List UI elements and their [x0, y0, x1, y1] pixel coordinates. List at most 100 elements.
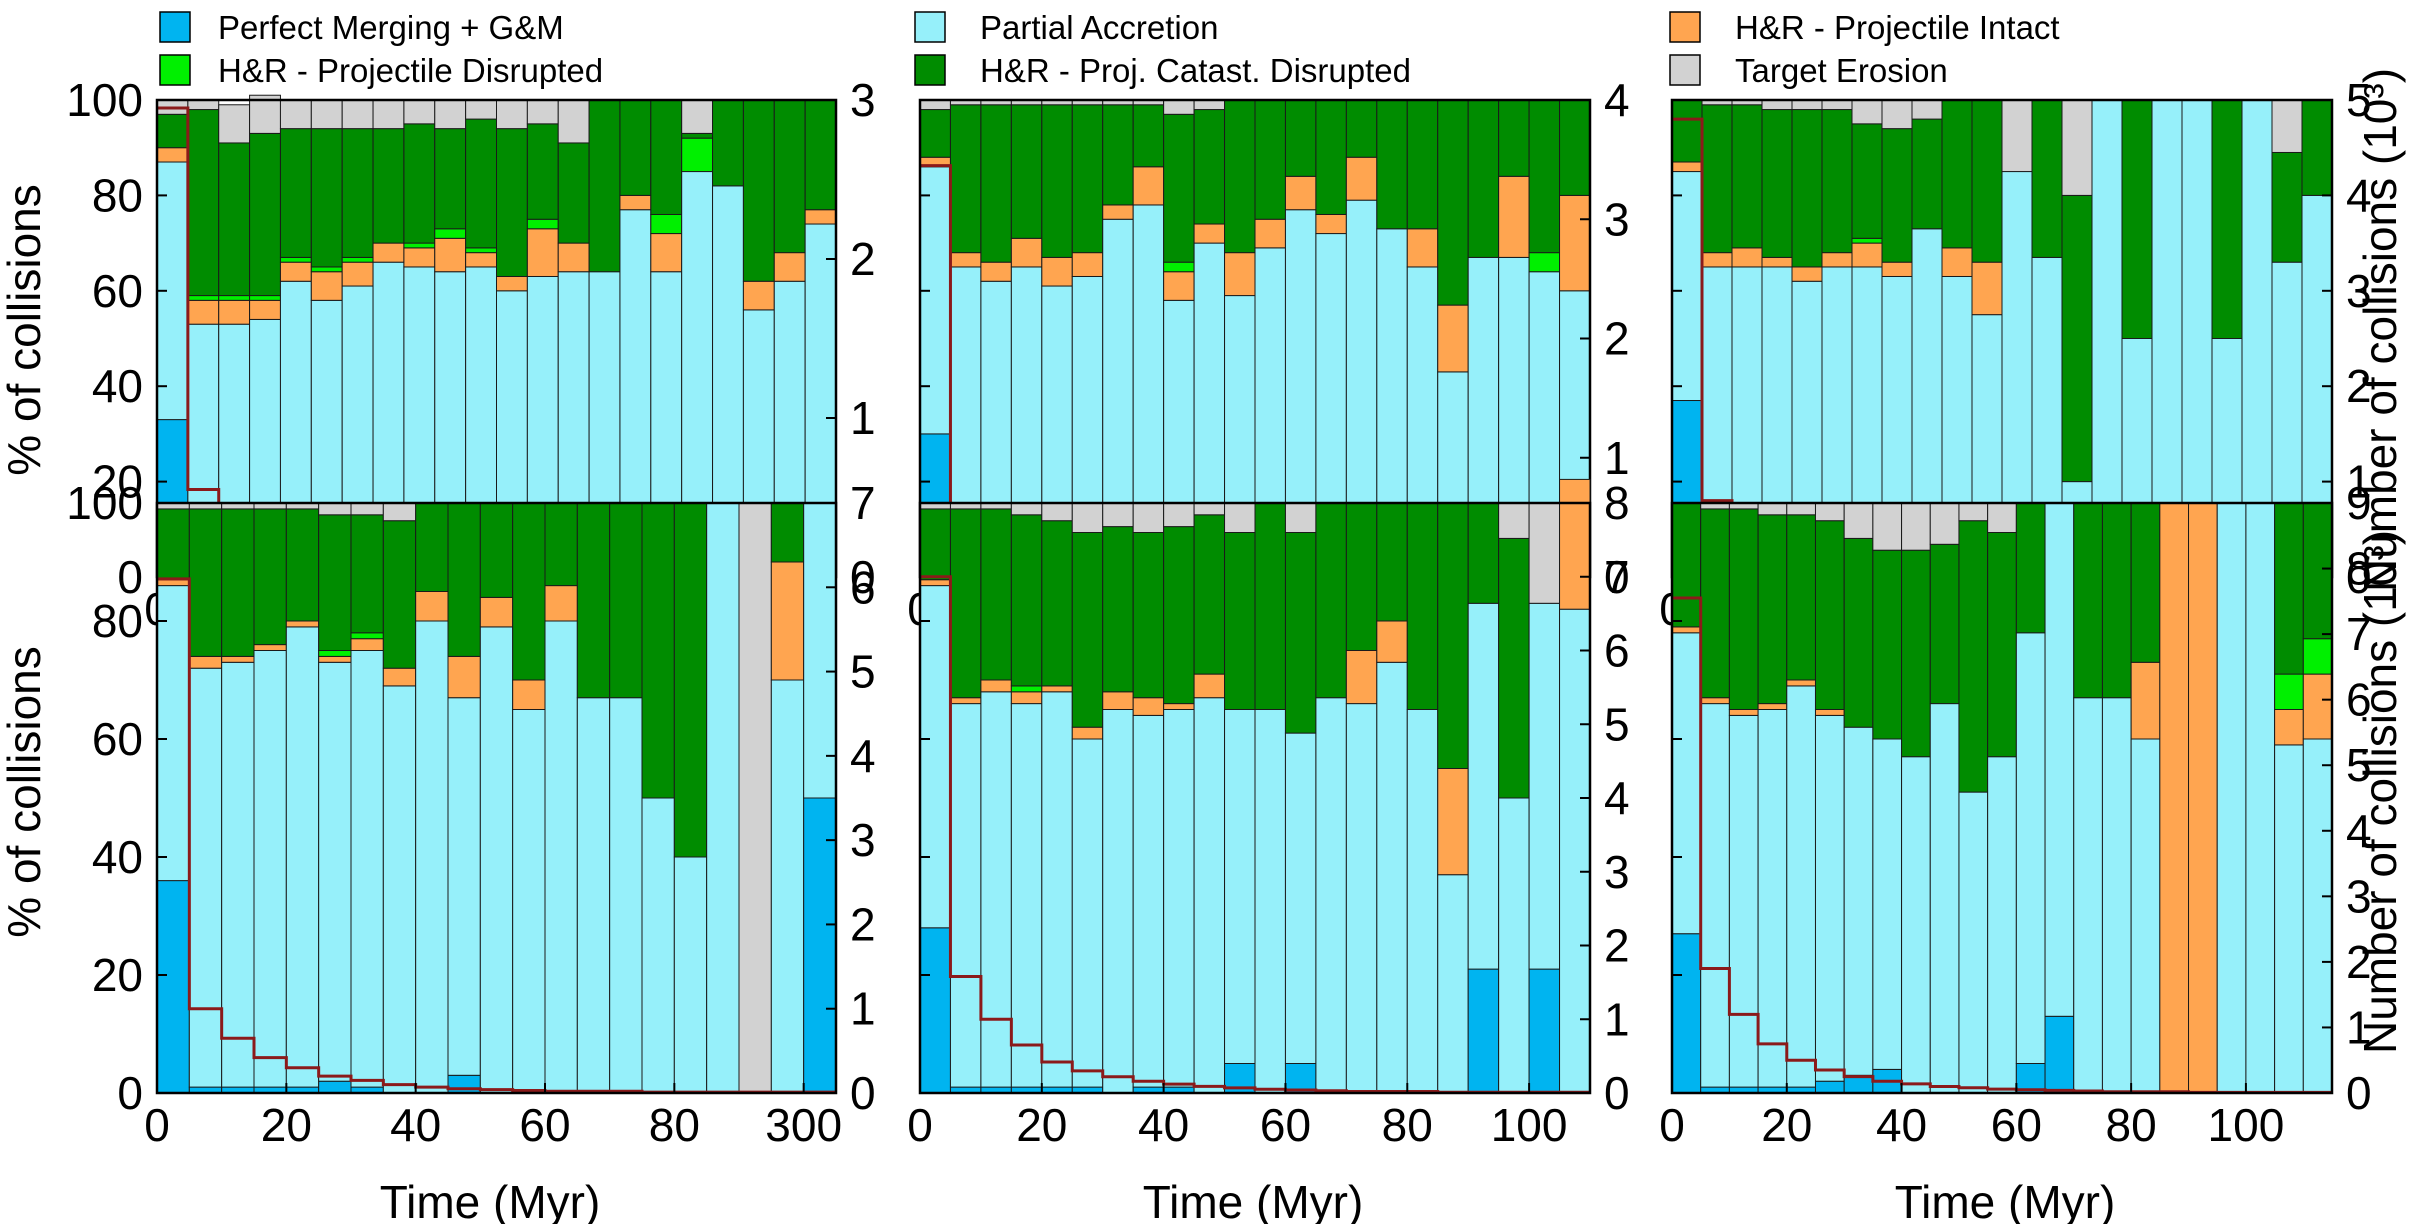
y2-tick-label: 6 — [1604, 625, 1630, 677]
bar-segment-te — [681, 99, 714, 134]
bar-segment-hri — [1851, 242, 1883, 268]
y2-tick-label: 0 — [2346, 551, 2372, 603]
bar-segment-pa — [1437, 874, 1469, 1094]
bar-segment-hrc — [1881, 128, 1913, 263]
bar-segment-hri — [496, 275, 528, 292]
y-tick-label: 60 — [92, 265, 143, 317]
y-tick-label: 100 — [66, 74, 143, 126]
x-tick-label: 20 — [261, 1099, 312, 1151]
bar-segment-te — [1757, 502, 1788, 516]
bar-segment-pa — [2073, 697, 2103, 1094]
bar-segment-hrd — [249, 295, 281, 301]
bar-segment-hrc — [279, 128, 312, 258]
bar-segment-hrc — [496, 128, 528, 277]
bar-segment-hrc — [576, 502, 611, 699]
bar-segment-hrc — [2073, 502, 2103, 699]
bar-segment-te — [465, 99, 498, 120]
bar-segment-hrc — [221, 508, 255, 657]
bar-segment-pa — [1700, 703, 1730, 1088]
bar-segment-pm — [919, 927, 951, 1094]
bar-segment-hrc — [949, 104, 982, 254]
bar-segment-hrc — [372, 128, 405, 244]
x-tick-label: 300 — [765, 1099, 842, 1151]
bar-segment-hrc — [1700, 508, 1730, 699]
bar-segment-hrd — [465, 247, 498, 254]
bar-segment-hri — [804, 209, 837, 225]
bar-segment-hrc — [1671, 502, 1702, 628]
bar-segment-hrc — [1163, 113, 1195, 263]
bar-segment-hrd — [218, 295, 251, 301]
y-tick-label: 100 — [66, 477, 143, 529]
bar-segment-hrc — [1498, 537, 1530, 799]
bar-segment-hri — [650, 233, 683, 273]
y-tick-label: 40 — [92, 831, 143, 883]
bar-segment-hri — [318, 655, 352, 663]
bar-segment-pa — [1528, 602, 1561, 970]
bar-segment-te — [1929, 502, 1960, 545]
bar-segment-hri — [1071, 726, 1104, 740]
bar-segment-pm — [1671, 933, 1702, 1094]
y2-tick-label: 4 — [1604, 772, 1630, 824]
bar-segment-hri — [2274, 709, 2304, 746]
bar-segment-hri — [980, 679, 1012, 693]
bar-segment-pa — [949, 703, 982, 1088]
bar-segment-te — [2271, 99, 2303, 153]
y2-tick-label: 2 — [2346, 360, 2372, 412]
bar-segment-hri — [544, 585, 578, 622]
legend-item-hr-projectile-disrupted: H&R - Projectile Disrupted — [159, 52, 603, 89]
bar-segment-hri — [1345, 156, 1378, 201]
bar-segment-te — [341, 99, 374, 130]
x-tick-label: 0 — [144, 1099, 170, 1151]
bar-segment-hri — [1559, 478, 1591, 610]
x-tick-label: 100 — [1491, 1099, 1568, 1151]
y2-tick-label: 5 — [2346, 739, 2372, 791]
bar-segment-pa — [318, 661, 352, 1082]
x-tick-label: 40 — [390, 1099, 441, 1151]
bar-segment-hri — [2302, 673, 2333, 740]
bar-segment-hri — [341, 261, 374, 287]
bar-segment-hrd — [310, 266, 343, 273]
bar-segment-hri — [1791, 266, 1823, 282]
bar-segment-te — [1872, 502, 1903, 551]
bar-segment-hrc — [2274, 502, 2304, 675]
bar-segment-pm — [156, 880, 190, 1094]
collision-count-line — [920, 575, 1590, 1094]
bar-segment-pa — [1345, 703, 1378, 1094]
y2-tick-label: 1 — [1604, 432, 1630, 484]
bar-segment-hrc — [1987, 532, 2017, 758]
bar-segment-pa — [1498, 797, 1530, 1094]
bar-segment-hri — [1821, 252, 1853, 268]
legend-label-target-erosion: Target Erosion — [1735, 52, 1948, 89]
bar-segment-te — [382, 502, 417, 522]
bar-segment-pa — [1132, 714, 1165, 1088]
y2-tick-label: 5 — [2346, 74, 2372, 126]
bar-segment-hri — [1315, 213, 1347, 235]
bar-segment-pa — [2130, 738, 2161, 1094]
bar-segment-pa — [576, 697, 611, 1094]
y2-tick-label: 1 — [850, 392, 876, 444]
bar-segment-hrc — [285, 508, 320, 622]
bar-segment-hri — [2188, 502, 2218, 1094]
bar-segment-hri — [187, 299, 220, 325]
bar-segment-pa — [641, 797, 675, 1094]
y2-tick-label: 6 — [850, 561, 876, 613]
x-tick-label: 0 — [1659, 1099, 1685, 1151]
bar-segment-hrc — [1901, 549, 1931, 758]
bar-segment-hrd — [434, 228, 467, 239]
x-tick-label: 0 — [907, 1099, 933, 1151]
y2-tick-label: 4 — [850, 730, 876, 782]
bar-segment-te — [372, 99, 405, 130]
bar-segment-pa — [1757, 709, 1788, 1088]
y2-tick-label: 0 — [850, 1067, 876, 1119]
x-tick-label: 80 — [2106, 1099, 2157, 1151]
bar-segment-te — [1901, 502, 1931, 551]
bar-segment-hrc — [1102, 526, 1134, 693]
bar-segment-hrc — [318, 514, 352, 651]
bar-segment-hri — [1193, 223, 1226, 244]
bar-segment-pm — [2015, 1063, 2046, 1094]
legend-swatch-hr-projectile-disrupted — [159, 54, 191, 86]
bar-segment-hri — [1941, 247, 1973, 277]
x-label-left: Time (Myr) — [380, 1176, 601, 1224]
bar-segment-hrc — [187, 109, 220, 297]
bar-segment-te — [1193, 502, 1226, 516]
